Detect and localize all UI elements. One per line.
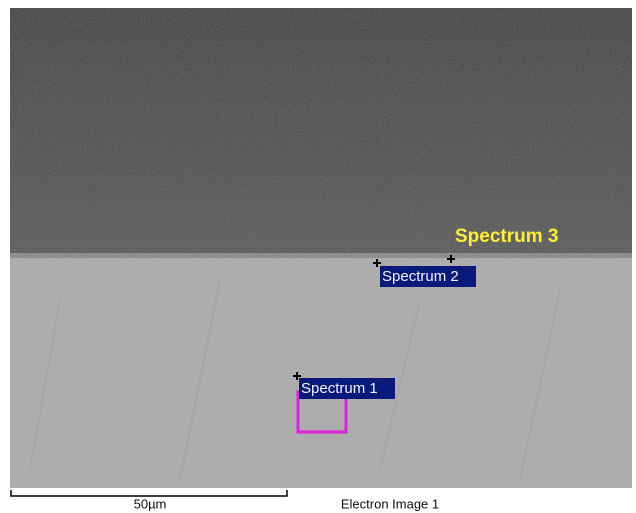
scale-bar-label: 50µm	[134, 496, 167, 511]
substrate	[10, 256, 632, 488]
spectrum-2-label: Spectrum 2	[382, 268, 459, 285]
interface	[10, 253, 632, 258]
spectrum-1-label: Spectrum 1	[301, 380, 378, 397]
spectrum-3-label: Spectrum 3	[455, 226, 558, 247]
coating-layer	[10, 8, 632, 256]
caption: Electron Image 1	[341, 496, 439, 511]
micrograph	[10, 8, 632, 488]
sem-view: Spectrum 3 Spectrum 2 Spectrum 1 50µm El…	[0, 0, 636, 513]
scale-bar	[11, 490, 287, 496]
